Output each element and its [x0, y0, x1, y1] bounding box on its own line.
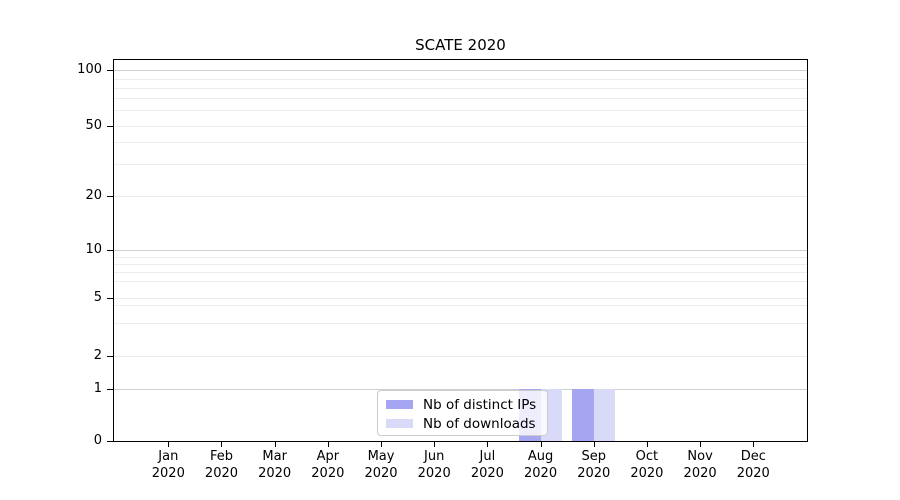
y-minor-gridline — [114, 298, 807, 300]
legend-entry-distinct-ips: Nb of distinct IPs — [386, 395, 541, 414]
x-tick-mark — [753, 442, 755, 447]
y-minor-gridline — [114, 98, 807, 100]
y-minor-gridline — [114, 78, 807, 80]
legend-entry-downloads: Nb of downloads — [386, 414, 541, 433]
x-tick-mark — [221, 442, 223, 447]
legend-swatch-distinct-ips — [386, 400, 413, 409]
x-tick-label: May 2020 — [364, 449, 398, 481]
x-tick-label: Apr 2020 — [311, 449, 345, 481]
x-tick-mark — [327, 442, 329, 447]
y-minor-gridline — [114, 164, 807, 166]
y-minor-gridline — [114, 110, 807, 112]
x-tick-label: Mar 2020 — [258, 449, 292, 481]
y-minor-gridline — [114, 305, 807, 307]
y-tick-label: 20 — [85, 188, 102, 204]
x-tick-label: Jun 2020 — [417, 449, 451, 481]
y-minor-gridline — [114, 263, 807, 265]
y-minor-gridline — [114, 322, 807, 324]
plot-area — [113, 59, 808, 442]
x-tick-label: Feb 2020 — [204, 449, 239, 481]
x-tick-mark — [168, 442, 170, 447]
x-tick-mark — [700, 442, 702, 447]
bar-downloads — [593, 388, 616, 441]
legend: Nb of distinct IPs Nb of downloads — [377, 390, 548, 436]
y-minor-gridline — [114, 126, 807, 128]
x-tick-label: Aug 2020 — [524, 449, 558, 481]
y-tick-mark — [107, 126, 113, 128]
x-tick-mark — [434, 442, 436, 447]
y-tick-mark — [107, 388, 113, 390]
legend-label-distinct-ips: Nb of distinct IPs — [423, 396, 537, 413]
y-major-gridline — [114, 250, 807, 252]
x-tick-label: Sep 2020 — [577, 449, 611, 481]
legend-label-downloads: Nb of downloads — [423, 415, 536, 432]
y-tick-label: 10 — [85, 242, 102, 258]
x-tick-mark — [274, 442, 276, 447]
x-tick-label: Nov 2020 — [683, 449, 717, 481]
x-tick-label: Jul 2020 — [470, 449, 504, 481]
x-tick-mark — [381, 442, 383, 447]
x-tick-mark — [540, 442, 542, 447]
y-tick-label: 0 — [93, 433, 102, 448]
y-tick-label: 1 — [93, 380, 102, 396]
x-tick-label: Dec 2020 — [736, 449, 770, 481]
y-tick-label: 100 — [77, 62, 102, 78]
x-tick-label: Oct 2020 — [630, 449, 664, 481]
y-minor-gridline — [114, 280, 807, 282]
y-minor-gridline — [114, 271, 807, 273]
y-major-gridline — [114, 70, 807, 72]
x-tick-mark — [593, 442, 595, 447]
x-tick-mark — [487, 442, 489, 447]
y-tick-mark — [107, 70, 113, 72]
y-minor-gridline — [114, 256, 807, 258]
x-tick-mark — [646, 442, 648, 447]
x-tick-label: Jan 2020 — [151, 449, 185, 481]
y-tick-label: 2 — [93, 347, 102, 363]
bar-distinct-ips — [572, 388, 594, 441]
y-major-gridline — [114, 388, 807, 390]
y-tick-label: 50 — [85, 118, 102, 134]
y-tick-mark — [107, 298, 113, 300]
y-minor-gridline — [114, 142, 807, 143]
y-tick-mark — [107, 441, 113, 442]
y-minor-gridline — [114, 355, 807, 357]
y-tick-mark — [107, 196, 113, 198]
y-tick-mark — [107, 250, 113, 252]
y-tick-mark — [107, 355, 113, 357]
legend-swatch-downloads — [386, 419, 413, 428]
y-minor-gridline — [114, 87, 807, 89]
y-tick-label: 5 — [93, 290, 102, 306]
y-minor-gridline — [114, 196, 807, 198]
chart-title: SCATE 2020 — [415, 36, 506, 54]
